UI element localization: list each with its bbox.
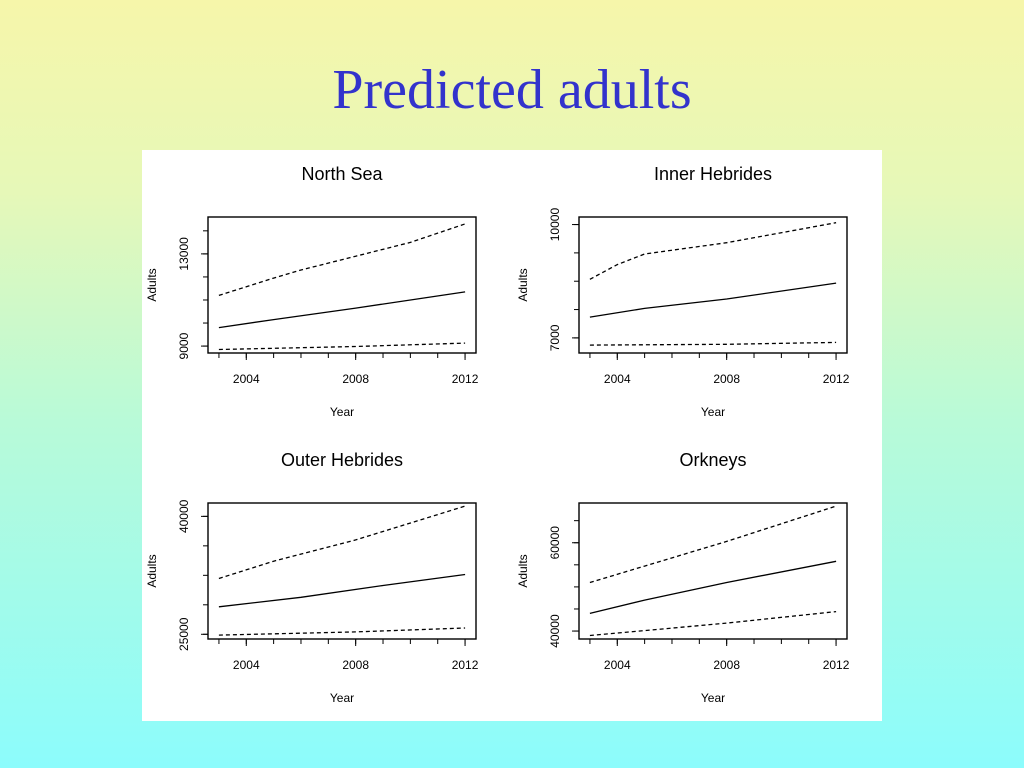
x-tick-label: 2012	[452, 372, 479, 386]
series-line-upper-bound	[218, 223, 466, 297]
series-line-lower-bound	[218, 627, 466, 636]
chart-title: North Sea	[301, 164, 383, 184]
x-tick-label: 2008	[342, 658, 369, 672]
y-tick-label: 25000	[177, 617, 191, 651]
x-tick-label: 2004	[604, 658, 631, 672]
y-tick-label: 40000	[177, 499, 191, 533]
x-tick-label: 2008	[713, 658, 740, 672]
y-axis-label: Adults	[145, 268, 159, 301]
series-line-upper-bound	[218, 505, 466, 580]
series-line-lower-bound	[589, 610, 837, 637]
x-tick-label: 2012	[452, 658, 479, 672]
series-line-central	[218, 573, 466, 608]
chart-title: Outer Hebrides	[281, 450, 403, 470]
y-tick-label: 9000	[177, 332, 191, 359]
x-tick-label: 2008	[342, 372, 369, 386]
series-line-lower-bound	[589, 341, 837, 346]
y-axis-label: Adults	[145, 554, 159, 587]
y-tick-label: 7000	[548, 324, 562, 351]
series-line-upper-bound	[589, 505, 837, 584]
figure-svg: North Sea 2004 2008 2012 Year 9000 13000 Adults…	[145, 164, 850, 705]
chart-title: Inner Hebrides	[654, 164, 772, 184]
y-axis-label: Adults	[516, 268, 530, 301]
chart-outer-hebrides: Outer Hebrides 2004 2008 2012 Year 25000 40000…	[145, 450, 479, 705]
x-axis-label: Year	[701, 691, 725, 705]
series-line-lower-bound	[218, 342, 466, 351]
x-axis-label: Year	[330, 405, 354, 419]
y-tick-label: 10000	[548, 208, 562, 242]
series-line-central	[218, 291, 466, 329]
plot-frame	[207, 216, 477, 354]
x-tick-label: 2012	[823, 658, 850, 672]
plot-frame	[207, 502, 477, 640]
x-tick-label: 2012	[823, 372, 850, 386]
plot-frame	[578, 216, 848, 354]
series-line-upper-bound	[589, 222, 837, 280]
plot-frame	[578, 502, 848, 640]
series-line-central	[589, 560, 837, 615]
x-axis-label: Year	[701, 405, 725, 419]
series-line-central	[589, 282, 837, 318]
chart-inner-hebrides: Inner Hebrides 2004 2008 2012 Year 7000 10000 A…	[516, 164, 850, 419]
chart-orkneys: Orkneys 2004 2008 2012 Year 40000 60000 Adults	[516, 450, 850, 705]
x-tick-label: 2004	[233, 372, 260, 386]
y-tick-label: 40000	[548, 614, 562, 648]
x-tick-label: 2008	[713, 372, 740, 386]
chart-north-sea: North Sea 2004 2008 2012 Year 9000 13000 Adults	[145, 164, 479, 419]
slide-title: Predicted adults	[332, 59, 692, 121]
figure-panel: North Sea 2004 2008 2012 Year 9000 13000 Adults…	[142, 150, 882, 721]
x-axis-label: Year	[330, 691, 354, 705]
x-tick-label: 2004	[233, 658, 260, 672]
y-tick-label: 13000	[177, 237, 191, 271]
y-tick-label: 60000	[548, 526, 562, 560]
y-axis-label: Adults	[516, 554, 530, 587]
chart-title: Orkneys	[679, 450, 746, 470]
x-tick-label: 2004	[604, 372, 631, 386]
